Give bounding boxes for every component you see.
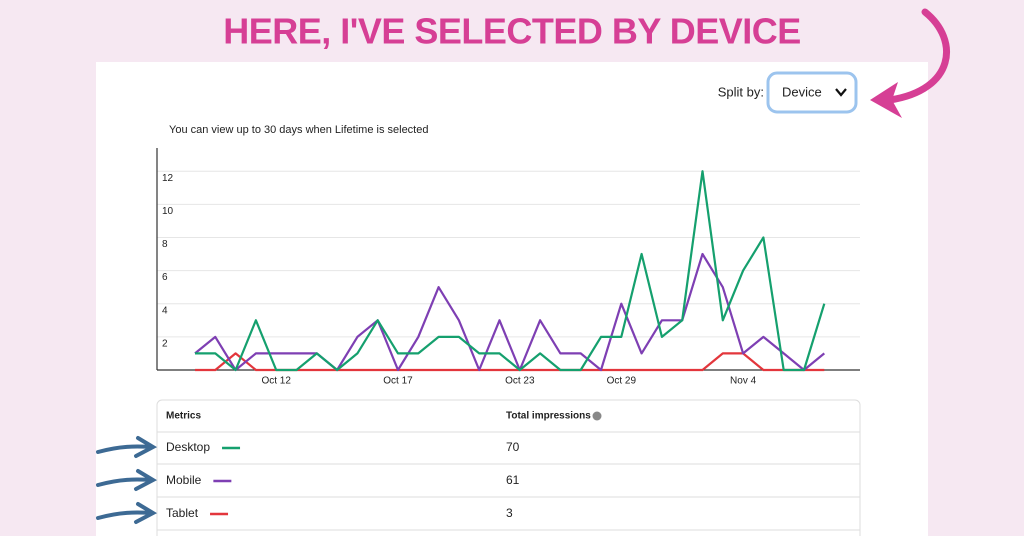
metrics-table: [156, 399, 861, 536]
y-tick-label: 2: [162, 339, 168, 350]
chart-note: You can view up to 30 days when Lifetime…: [169, 124, 428, 136]
pink-arrow: [886, 8, 950, 104]
split-dropdown[interactable]: [766, 71, 858, 114]
y-tick-label: 6: [162, 272, 168, 283]
legend-label: Desktop: [166, 440, 210, 454]
info-icon[interactable]: [592, 411, 602, 421]
y-tick-label: 8: [162, 239, 168, 250]
total-value: 61: [506, 473, 520, 487]
x-tick-label: Nov 4: [730, 376, 757, 387]
split-value[interactable]: Device: [782, 84, 822, 99]
legend-label: Mobile: [166, 473, 202, 487]
series-line: [194, 252, 825, 372]
blue-arrows: [96, 436, 158, 524]
total-value: 3: [506, 506, 513, 520]
y-tick-label: 4: [162, 305, 168, 316]
x-tick-label: Oct 23: [505, 376, 535, 387]
y-tick-label: 12: [162, 173, 174, 184]
chart: 2 4 6 8 10 12 Oct 12 Oct 17 Oct 23 Oct 29 Nov 4: [156, 148, 860, 387]
table-header: Total impressions: [506, 411, 591, 422]
x-tick-label: Oct 17: [383, 376, 413, 387]
table-rows: Desktop 70 Mobile 61 Tablet 3: [166, 440, 520, 520]
y-tick-label: 10: [162, 206, 174, 217]
series-line: [195, 352, 825, 372]
pink-arrowhead: [870, 82, 902, 118]
chevron: [835, 88, 847, 97]
legend-label: Tablet: [166, 506, 199, 520]
split-label: Split by:: [718, 84, 764, 99]
annotation-title: HERE, I'VE SELECTED BY DEVICE: [223, 11, 801, 52]
series-line: [195, 170, 826, 372]
x-tick-label: Oct 12: [261, 376, 291, 387]
total-value: 70: [506, 440, 520, 454]
x-tick-label: Oct 29: [607, 376, 637, 387]
table-header: Metrics: [166, 411, 201, 422]
